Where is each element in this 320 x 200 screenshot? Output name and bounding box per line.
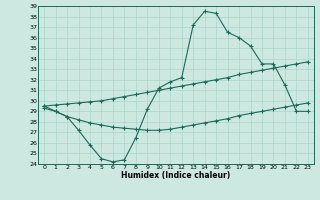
X-axis label: Humidex (Indice chaleur): Humidex (Indice chaleur): [121, 171, 231, 180]
